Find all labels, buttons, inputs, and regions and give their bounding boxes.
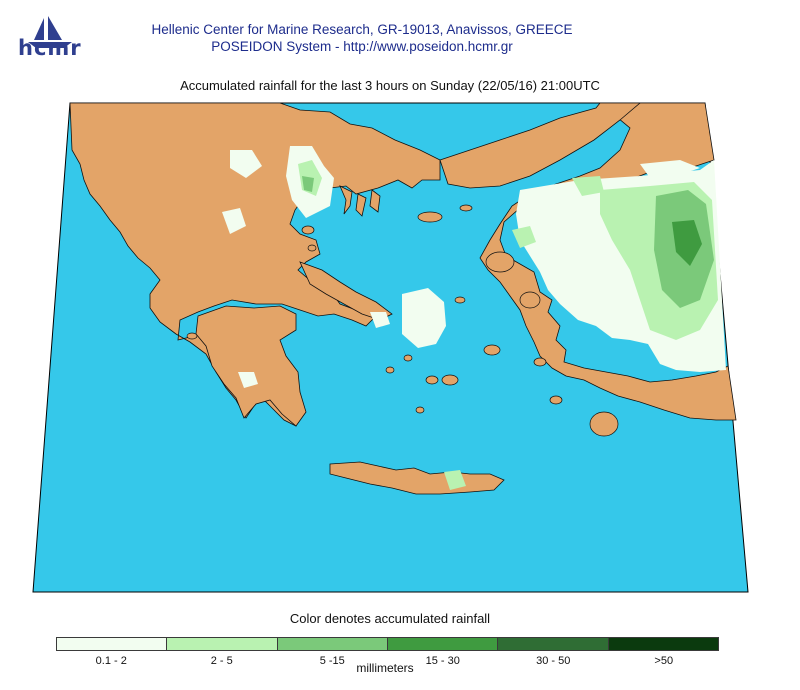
- legend-label: 0.1 - 2: [95, 655, 127, 667]
- legend-label: 30 - 50: [536, 655, 571, 667]
- hcmr-logo-text: hcmr: [18, 36, 82, 60]
- legend-swatch: [497, 638, 608, 650]
- legend-label: 5 -15: [319, 655, 345, 667]
- land-chalkidiki: [339, 185, 381, 217]
- rainfall-map: [32, 102, 749, 593]
- legend-unit: millimeters: [356, 661, 414, 675]
- land-thrace: [439, 102, 642, 189]
- land-greek-mainland: [69, 102, 441, 427]
- system-url[interactable]: POSEIDON System - http://www.poseidon.hc…: [211, 39, 513, 54]
- legend-colorbar: [56, 637, 719, 651]
- legend-label: 2 - 5: [210, 655, 233, 667]
- legend-label: 15 - 30: [425, 655, 460, 667]
- legend-swatch: [386, 638, 498, 650]
- organization-name: Hellenic Center for Marine Research, GR-…: [151, 22, 573, 37]
- land-peloponnese: [195, 305, 307, 427]
- legend-title: Color denotes accumulated rainfall: [289, 611, 491, 626]
- header: hcmr Hellenic Center for Marine Research…: [0, 0, 800, 70]
- legend-swatch: [166, 638, 277, 650]
- legend-swatch: [607, 638, 718, 650]
- aegean-islands: [186, 204, 619, 437]
- map-title: Accumulated rainfall for the last 3 hour…: [180, 78, 600, 93]
- rainfall-patches: [222, 146, 726, 490]
- legend-swatch: [276, 638, 387, 650]
- hcmr-ship-logo-icon: [28, 16, 72, 48]
- legend-labels: 0.1 - 2 2 - 5 5 -15 15 - 30 30 - 50 >50: [56, 655, 719, 667]
- legend-label: >50: [654, 655, 674, 667]
- legend-swatch: [57, 638, 167, 650]
